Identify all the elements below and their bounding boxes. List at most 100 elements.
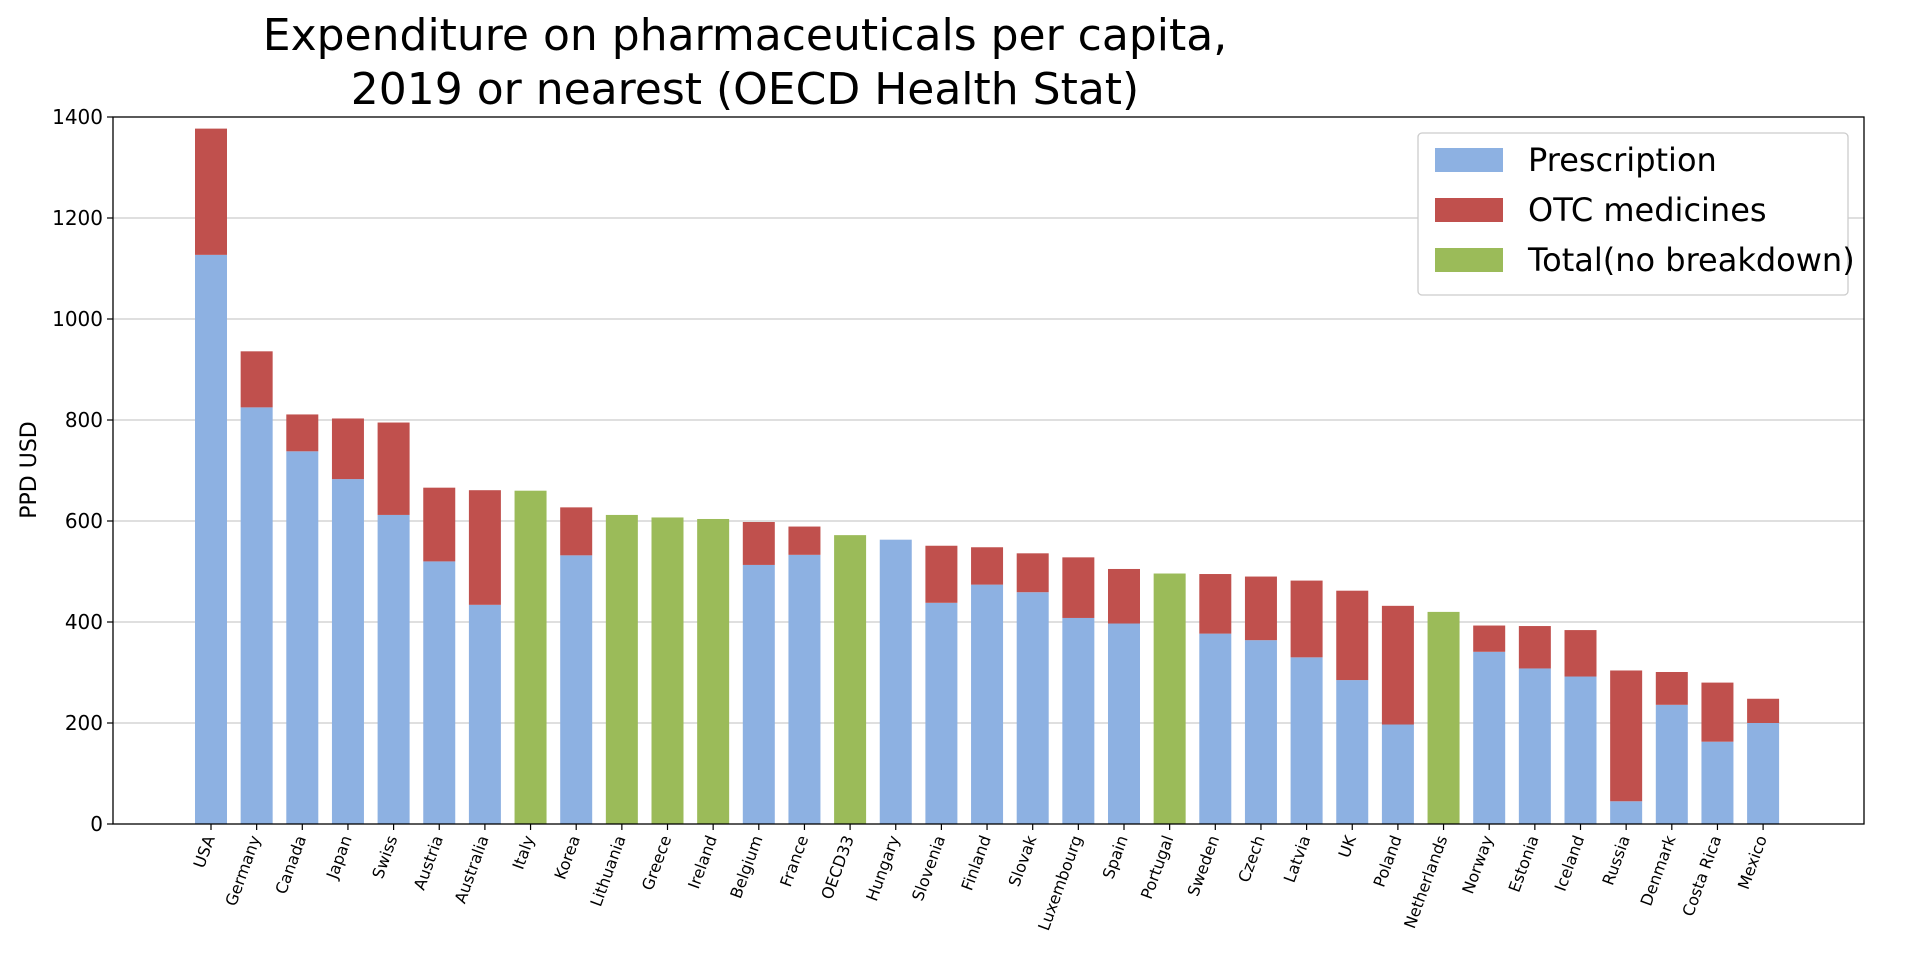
y-axis-ticks: 0 200 400 600 800 1000 1200 1400 [52, 105, 113, 836]
x-tick-label: UK [1335, 832, 1361, 860]
x-tick-label: Germany [221, 833, 264, 909]
legend-items: Prescription OTC medicines Total(no breakd… [1435, 141, 1855, 279]
x-tick-label: Denmark [1637, 832, 1680, 908]
x-tick-label: Slovak [1004, 832, 1040, 889]
x-tick-label: Austria [410, 833, 447, 893]
bar-prescription-8 [560, 555, 593, 824]
bar-total-no-breakdown--27 [1427, 611, 1460, 824]
bar-otc-medicines-33 [1701, 682, 1734, 742]
bar-prescription-29 [1518, 668, 1551, 824]
bar-otc-medicines-28 [1473, 625, 1506, 652]
x-tick-label: Swiss [368, 833, 401, 881]
plot-frame [112, 116, 1865, 825]
x-tick-label: OECD33 [817, 833, 858, 902]
y-tick-label: 1200 [52, 206, 103, 230]
bar-prescription-22 [1199, 633, 1232, 824]
bar-otc-medicines-29 [1518, 626, 1551, 669]
y-tick-label: 1400 [52, 105, 103, 129]
bar-prescription-4 [377, 514, 410, 824]
legend-swatch [1435, 248, 1503, 272]
x-tick-label: Latvia [1280, 833, 1315, 885]
bar-otc-medicines-2 [286, 414, 319, 452]
legend-label: Prescription [1528, 141, 1717, 179]
bar-otc-medicines-34 [1747, 698, 1780, 723]
bar-total-no-breakdown--11 [697, 518, 730, 824]
bar-otc-medicines-20 [1108, 568, 1140, 624]
bar-otc-medicines-18 [1016, 553, 1049, 593]
bar-prescription-24 [1290, 657, 1323, 824]
bar-prescription-3 [331, 479, 364, 824]
bar-total-no-breakdown--14 [834, 535, 867, 824]
x-tick-label: Sweden [1184, 833, 1223, 899]
bar-otc-medicines-6 [468, 490, 501, 605]
x-tick-label: France [776, 833, 812, 889]
legend-box [1417, 132, 1849, 296]
x-tick-label: Canada [271, 833, 310, 897]
y-tick-label: 0 [90, 812, 103, 836]
x-tick-label: Iceland [1551, 833, 1589, 894]
x-tick-label: Korea [551, 833, 584, 882]
x-tick-label: Ireland [684, 833, 721, 892]
bar-total-no-breakdown--7 [514, 490, 547, 824]
bar-otc-medicines-31 [1610, 670, 1643, 802]
bar-prescription-19 [1062, 617, 1095, 824]
x-tick-label: Czech [1234, 833, 1268, 885]
y-tick-label: 800 [65, 408, 103, 432]
y-tick-label: 400 [65, 610, 103, 634]
bar-prescription-5 [423, 561, 456, 824]
bar-otc-medicines-32 [1655, 671, 1688, 705]
bar-prescription-18 [1016, 592, 1049, 824]
x-tick-label: Greece [638, 833, 675, 893]
bar-prescription-1 [240, 407, 273, 824]
bar-prescription-2 [286, 451, 319, 824]
x-tick-label: Italy [509, 833, 539, 872]
x-axis-ticks: USA Germany Canada Japan Swiss Austria Austral… [190, 824, 1771, 933]
y-tick-label: 600 [65, 509, 103, 533]
x-tick-label: Slovenia [908, 833, 949, 903]
x-tick-label: USA [190, 833, 219, 871]
x-tick-label: Mexico [1734, 833, 1771, 892]
bar-otc-medicines-8 [560, 507, 593, 556]
bar-otc-medicines-17 [971, 547, 1004, 585]
x-tick-label: Norway [1458, 833, 1497, 897]
x-tick-label: Spain [1099, 833, 1132, 882]
bar-otc-medicines-3 [331, 418, 364, 480]
bar-prescription-32 [1655, 704, 1688, 824]
x-tick-label: Finland [957, 833, 994, 893]
bar-prescription-13 [788, 554, 821, 824]
bar-prescription-23 [1244, 640, 1277, 824]
bar-total-no-breakdown--10 [651, 517, 684, 824]
x-tick-label: Russia [1598, 833, 1633, 888]
bar-prescription-26 [1381, 724, 1414, 824]
legend: Prescription OTC medicines Total(no breakd… [1417, 132, 1855, 296]
chart-title-line1: Expenditure on pharmaceuticals per capit… [263, 10, 1227, 61]
bar-otc-medicines-13 [788, 526, 821, 555]
bar-otc-medicines-25 [1336, 590, 1369, 681]
x-tick-label: Lithuania [586, 833, 629, 909]
bars [195, 128, 1780, 825]
bar-total-no-breakdown--9 [605, 514, 638, 824]
x-tick-label: Hungary [862, 833, 903, 904]
bar-prescription-12 [742, 564, 775, 824]
bar-prescription-17 [971, 584, 1004, 824]
x-tick-label: Belgium [726, 833, 766, 901]
legend-swatch [1435, 198, 1503, 222]
bar-prescription-34 [1747, 723, 1780, 824]
bar-prescription-20 [1108, 623, 1140, 824]
bar-otc-medicines-12 [742, 522, 775, 565]
x-tick-label: Netherlands [1400, 833, 1451, 931]
x-tick-label: Japan [322, 833, 355, 882]
bar-otc-medicines-22 [1199, 574, 1232, 634]
bar-prescription-30 [1564, 676, 1597, 824]
bar-prescription-31 [1610, 801, 1643, 824]
bar-prescription-15 [879, 539, 912, 824]
x-tick-label: Costa Rica [1678, 833, 1725, 919]
x-tick-label: Australia [451, 833, 493, 906]
bar-otc-medicines-23 [1244, 576, 1277, 641]
bar-prescription-6 [468, 604, 501, 824]
bar-otc-medicines-26 [1381, 605, 1414, 725]
bar-prescription-0 [195, 254, 227, 825]
bar-otc-medicines-16 [925, 545, 958, 603]
